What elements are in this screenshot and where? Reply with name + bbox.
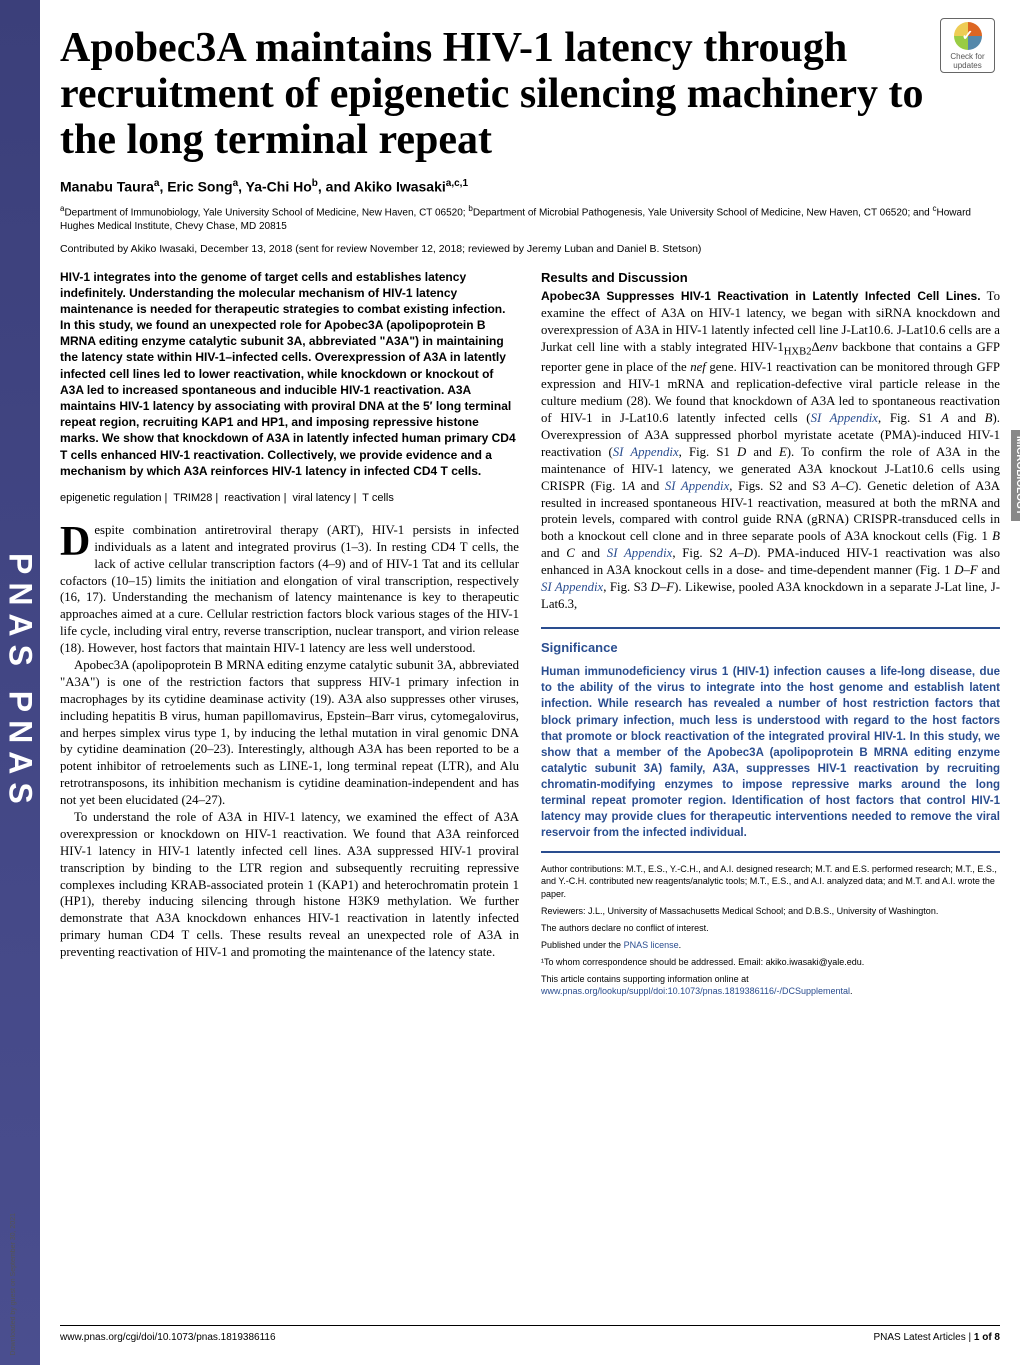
intro-para-1: espite combination antiretroviral therap… bbox=[60, 523, 519, 655]
dropcap: D bbox=[60, 522, 94, 560]
pnas-license-link[interactable]: PNAS license bbox=[624, 940, 679, 950]
keyword: reactivation bbox=[224, 492, 280, 504]
si-link[interactable]: www.pnas.org/lookup/suppl/doi:10.1073/pn… bbox=[541, 986, 850, 996]
keyword: T cells bbox=[362, 492, 394, 504]
category-side-label: MICROBIOLOGY bbox=[1011, 430, 1020, 521]
conflict-of-interest: The authors declare no conflict of inter… bbox=[541, 922, 1000, 934]
footer-page-info: PNAS Latest Articles | 1 of 8 bbox=[873, 1332, 1000, 1343]
keyword: epigenetic regulation bbox=[60, 492, 162, 504]
supporting-info: This article contains supporting informa… bbox=[541, 973, 1000, 997]
contributed-line: Contributed by Akiko Iwasaki, December 1… bbox=[60, 243, 1000, 255]
author-contributions: Author contributions: M.T., E.S., Y.-C.H… bbox=[541, 863, 1000, 899]
main-content: Apobec3A maintains HIV-1 latency through… bbox=[60, 25, 1000, 1003]
author-list: Manabu Tauraa, Eric Songa, Ya-Chi Hob, a… bbox=[60, 178, 1000, 195]
abstract-text: HIV-1 integrates into the genome of targ… bbox=[60, 269, 519, 479]
page-number: 1 of 8 bbox=[974, 1332, 1000, 1343]
download-note: Downloaded by guest on September 30, 202… bbox=[10, 1213, 17, 1355]
significance-title: Significance bbox=[541, 639, 1000, 657]
footer-doi: www.pnas.org/cgi/doi/10.1073/pnas.181938… bbox=[60, 1332, 276, 1343]
subsection-title: Apobec3A Suppresses HIV-1 Reactivation i… bbox=[541, 289, 981, 303]
intro-para-3: To understand the role of A3A in HIV-1 l… bbox=[60, 809, 519, 961]
keywords-line: epigenetic regulation| TRIM28| reactivat… bbox=[60, 491, 519, 506]
keyword: viral latency bbox=[292, 492, 350, 504]
page-footer: www.pnas.org/cgi/doi/10.1073/pnas.181938… bbox=[60, 1325, 1000, 1343]
intro-body: D espite combination antiretroviral ther… bbox=[60, 522, 519, 961]
journal-stripe: PNAS PNAS bbox=[0, 0, 40, 1365]
reviewers: Reviewers: J.L., University of Massachus… bbox=[541, 905, 1000, 917]
right-column: Results and Discussion Apobec3A Suppress… bbox=[541, 269, 1000, 1003]
article-title: Apobec3A maintains HIV-1 latency through… bbox=[60, 25, 1000, 164]
results-heading: Results and Discussion bbox=[541, 269, 1000, 287]
affiliations: aDepartment of Immunobiology, Yale Unive… bbox=[60, 204, 1000, 232]
correspondence: ¹To whom correspondence should be addres… bbox=[541, 956, 1000, 968]
results-text: To examine the effect of A3A on HIV-1 la… bbox=[541, 289, 1000, 611]
two-column-layout: HIV-1 integrates into the genome of targ… bbox=[60, 269, 1000, 1003]
article-metadata: Author contributions: M.T., E.S., Y.-C.H… bbox=[541, 863, 1000, 997]
intro-para-2: Apobec3A (apolipoprotein B MRNA editing … bbox=[60, 657, 519, 809]
license-line: Published under the PNAS license. bbox=[541, 939, 1000, 951]
significance-box: Significance Human immunodeficiency viru… bbox=[541, 627, 1000, 854]
significance-text: Human immunodeficiency virus 1 (HIV-1) i… bbox=[541, 664, 1000, 853]
keyword: TRIM28 bbox=[173, 492, 212, 504]
results-body: Apobec3A Suppresses HIV-1 Reactivation i… bbox=[541, 288, 1000, 613]
left-column: HIV-1 integrates into the genome of targ… bbox=[60, 269, 519, 1003]
